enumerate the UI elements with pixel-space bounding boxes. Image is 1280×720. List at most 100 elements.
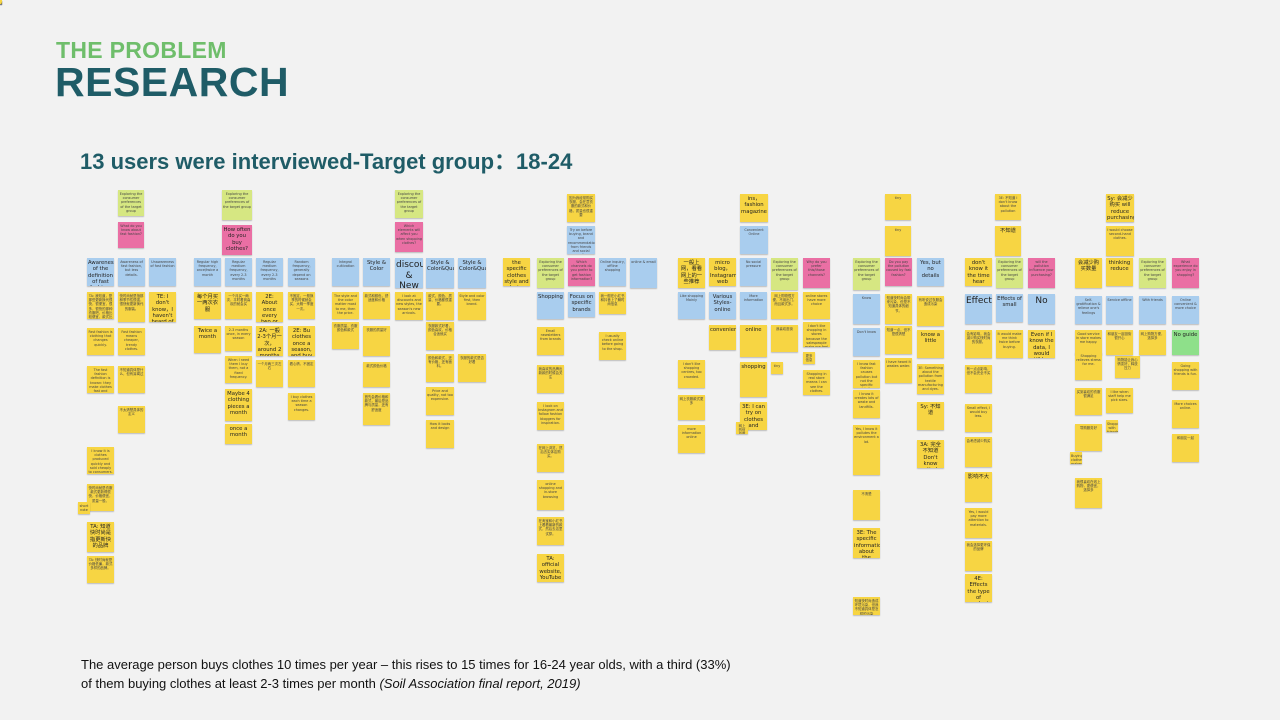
sticky-note: Twice a month (194, 326, 221, 353)
sticky-note: 3A: 完全不知道 Don't know entirely (917, 440, 944, 468)
sticky-note: Style & Color&Quality&Price (426, 258, 454, 288)
sticky-note: 一般上网，看看网上的一些推荐 (678, 258, 705, 288)
sticky-note: 网上衣服款式更多 (678, 395, 705, 420)
sticky-note: TA: 我知道，是那些更新换代很快，很便宜，很多，很快的那种衣服吧，价格比较便宜… (87, 292, 114, 319)
sticky-note: 每个月买一两次衣服 (194, 292, 221, 319)
sticky-note: TA: 快时尚就是价格低廉，款式多样的品牌。 (87, 556, 114, 583)
sticky-note: Which channels do you prefer to get fash… (568, 258, 595, 286)
sticky-note: 和朋友一起 (1172, 434, 1199, 462)
sticky-note: 知道一点，但不是很清楚 (885, 326, 912, 354)
sticky-note: Style & Color (363, 258, 390, 286)
sticky-note: The fast fashion definition is known: th… (87, 366, 114, 393)
sticky-note: Shopping (537, 292, 564, 319)
sticky-note: 知道快时尚造成环境污染，但我不知道具体是怎样的污染 (853, 597, 880, 615)
sticky-note: 会考虑减少购买 (965, 437, 992, 467)
sticky-note: Sy: 会减少购买 will reduce purchasing (1106, 194, 1134, 222)
sticky-note: More information (740, 292, 767, 319)
sticky-note: I know it creates lots of waste and land… (853, 390, 880, 418)
sticky-note: 一个月两三次左右 (256, 360, 283, 387)
sticky-note: micro blog，Instagram，web (709, 258, 736, 286)
sticky-note: Exploring the consumer preferences of th… (118, 190, 144, 216)
sticky-note: Awareness of the definition of fast fash… (87, 258, 114, 286)
sticky-note: Do you pay the pollution caused by fast … (885, 258, 912, 286)
sticky-note: Sy: 不知道 (917, 402, 944, 430)
sticky-note: 快时尚就是指那种季节性很强，很快就更新换代的服装。 (118, 292, 145, 322)
sticky-note: 2E: Bu clothes once a season, and buy a … (288, 326, 315, 356)
sticky-note: Regular medium frequency, every 2-3 mont… (225, 258, 252, 286)
sticky-note: 首先会看价格和款式，最后是品牌与质量，还有舒适度 (363, 393, 390, 425)
sticky-note: 会减少购买数量 (1075, 258, 1102, 288)
sticky-note: Online inquiry, offline shopping (599, 258, 626, 286)
sticky-note: thinking reduce (1106, 258, 1133, 286)
sticky-note: 更多信息 (803, 352, 815, 364)
sticky-note: tiny (885, 226, 911, 256)
sticky-note: Service offline (1106, 296, 1133, 324)
sticky-note: discount & New Style (395, 258, 423, 288)
sticky-note: Effect (965, 294, 992, 324)
sticky-note: tiny (885, 194, 911, 220)
sticky-note: 导购服务好 (1075, 424, 1102, 451)
sticky-note: 知道快时尚会带来污染，但是不知道具体的细节。 (885, 294, 912, 324)
sticky-note: Various Styles-online (709, 292, 736, 319)
sticky-note: When I need them I buy them, not a fixed… (225, 356, 252, 383)
sticky-note: It would make me think twice before buyi… (996, 330, 1023, 358)
sticky-note: Exploring the consumer preferences of th… (771, 258, 798, 290)
sticky-note: Shopping with friends gives advice. (1106, 420, 1118, 432)
sticky-note: How it looks and design (426, 420, 454, 448)
page-subtitle: THE PROBLEM (56, 37, 227, 63)
sticky-note: Self-gratification & relieve one's feeli… (1075, 296, 1102, 324)
sticky-note: Email newsletters from brands (537, 327, 564, 355)
sticky-note: Good service in store makes me happy. (1075, 330, 1102, 355)
sticky-note: Integral cultivation (332, 258, 359, 286)
sticky-note: Like shopping Mainly (678, 292, 705, 319)
sticky-note: Shopping in real store means I can see t… (803, 370, 830, 395)
sticky-note: How often do you buy clothes? (222, 225, 252, 255)
sticky-note: Yes, but no details (917, 258, 944, 286)
sticky-note: I usually check online before going to t… (599, 332, 626, 360)
sticky-note: Regular high frequency, once/twice a mon… (194, 258, 221, 286)
sticky-note: 款式颜色价格 (363, 362, 390, 387)
sticky-note: Small effect, I would buy less. (965, 404, 992, 432)
sticky-note: 4E: Effects the type of product purchase… (965, 574, 992, 602)
sticky-note: I look at discounts and new styles, the … (395, 292, 423, 320)
sticky-note: 衣服的款式是否好看 (458, 354, 486, 382)
sticky-note: 不清楚 (853, 490, 880, 520)
sticky-note: I have heard it wastes water. (885, 358, 912, 383)
sticky-note: 款式和颜色，舒适度和价格 (363, 292, 390, 319)
sticky-note: Exploring the consumer preferences of th… (395, 190, 423, 218)
sticky-note: Even if I know the data, I would still b… (1028, 330, 1055, 358)
sticky-note: 会有影响，我会减少购买快时尚的衣服。 (965, 330, 992, 358)
sticky-note: Why do you prefer this/those channels? (803, 258, 830, 288)
sticky-note: convenience (709, 325, 736, 350)
sticky-note: Going shopping with friends is fun. (1172, 362, 1199, 390)
sticky-note: 我会选择更环保的品牌 (965, 541, 992, 571)
sticky-note: Don't know (853, 328, 880, 356)
sticky-note: tiny (0, 0, 2, 4)
sticky-note: online shopping and in-store browsing (537, 480, 564, 510)
sticky-note: What do you know about fast fashion? (118, 222, 144, 248)
sticky-note: 有一点点影响，但不会完全不买 (965, 365, 992, 393)
sticky-note: I don't like shopping centres, too crowd… (678, 360, 705, 388)
sticky-note: 颜色和款式，还有价格，还有面料。 (426, 354, 454, 382)
sticky-note: 网上购物方便，选择多 (1139, 330, 1166, 355)
sticky-note: know a little (917, 330, 944, 358)
sticky-note: 不固定，一般换季的时候就会买，大概一季度一次。 (288, 292, 315, 319)
sticky-note: 在网上浏览，然后去实体店购买。 (537, 444, 564, 472)
sticky-note: TA: official website, YouTube (537, 554, 564, 582)
sticky-note: Exploring the consumer preferences of th… (222, 190, 252, 220)
sticky-note: Awareness of fast fashion, but less deta… (118, 258, 145, 286)
sticky-note: I like when staff help me pick sizes. (1106, 388, 1133, 413)
sticky-note: 一个月买一两次，平时看到喜欢的就会买 (225, 292, 252, 319)
sticky-note: 3E: Something about the pollution from t… (917, 364, 944, 394)
sticky-note: Random frequency, generally depend on se… (288, 258, 315, 286)
sticky-note: Focus on specific brands (568, 292, 595, 317)
sticky-note: ins，fashion magazine (740, 194, 768, 222)
sticky-note: Style & Color&Quality&Brand (458, 258, 486, 288)
sticky-note: What experience do you enjoy in shopping… (1172, 258, 1199, 288)
sticky-note: 我喜欢逛街 (771, 325, 798, 352)
footer-text: The average person buys clothes 10 times… (81, 657, 731, 691)
sticky-note: 不知道 (995, 226, 1021, 256)
sticky-note: Price and quality, not too expensive. (426, 387, 454, 415)
sticky-note: 快时尚就是衣服款式更新得很快，价格便宜，质量一般。 (87, 484, 114, 511)
